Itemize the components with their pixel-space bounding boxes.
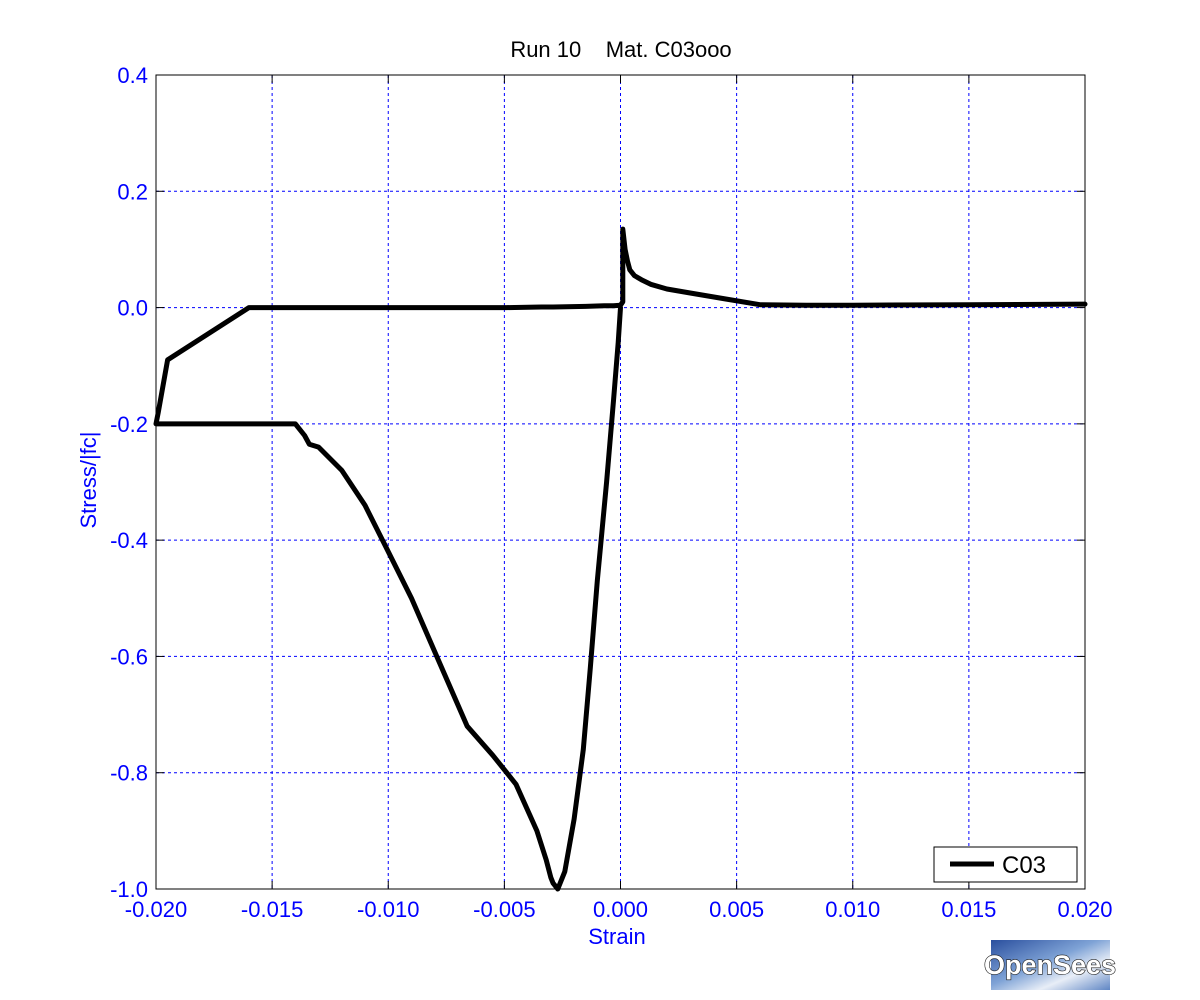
legend: C03 <box>933 846 1078 883</box>
y-axis-title: Stress/|fc| <box>76 431 101 528</box>
logo-text: OpenSees <box>984 950 1116 980</box>
y-tick-label: 0.4 <box>117 63 148 88</box>
chart-title: Run 10 Mat. C03ooo <box>510 37 731 62</box>
x-tick-label: -0.005 <box>473 897 535 922</box>
logo-background <box>991 940 1110 990</box>
y-tick-label: -0.8 <box>110 761 148 786</box>
x-tick-label: -0.020 <box>125 897 187 922</box>
y-tick-label: 0.2 <box>117 179 148 204</box>
y-tick-label: 0.0 <box>117 296 148 321</box>
x-tick-label: 0.005 <box>709 897 764 922</box>
x-tick-label: 0.000 <box>593 897 648 922</box>
y-tick-label: -1.0 <box>110 877 148 902</box>
x-tick-label: 0.015 <box>941 897 996 922</box>
grid-lines <box>156 75 1085 889</box>
axis-ticks <box>155 74 1086 890</box>
x-tick-label: -0.010 <box>357 897 419 922</box>
x-tick-label: 0.020 <box>1057 897 1112 922</box>
legend-label-c03: C03 <box>1002 852 1046 879</box>
x-axis-title: Strain <box>588 924 645 949</box>
x-tick-label: -0.015 <box>241 897 303 922</box>
y-tick-label: -0.2 <box>110 412 148 437</box>
y-tick-label: -0.6 <box>110 644 148 669</box>
y-tick-label: -0.4 <box>110 528 148 553</box>
x-tick-label: 0.010 <box>825 897 880 922</box>
opensees-logo: OpenSees <box>983 940 1117 990</box>
tick-labels: -0.020 -0.015 -0.010 -0.005 0.000 0.005 0.010 0… <box>110 63 1112 922</box>
